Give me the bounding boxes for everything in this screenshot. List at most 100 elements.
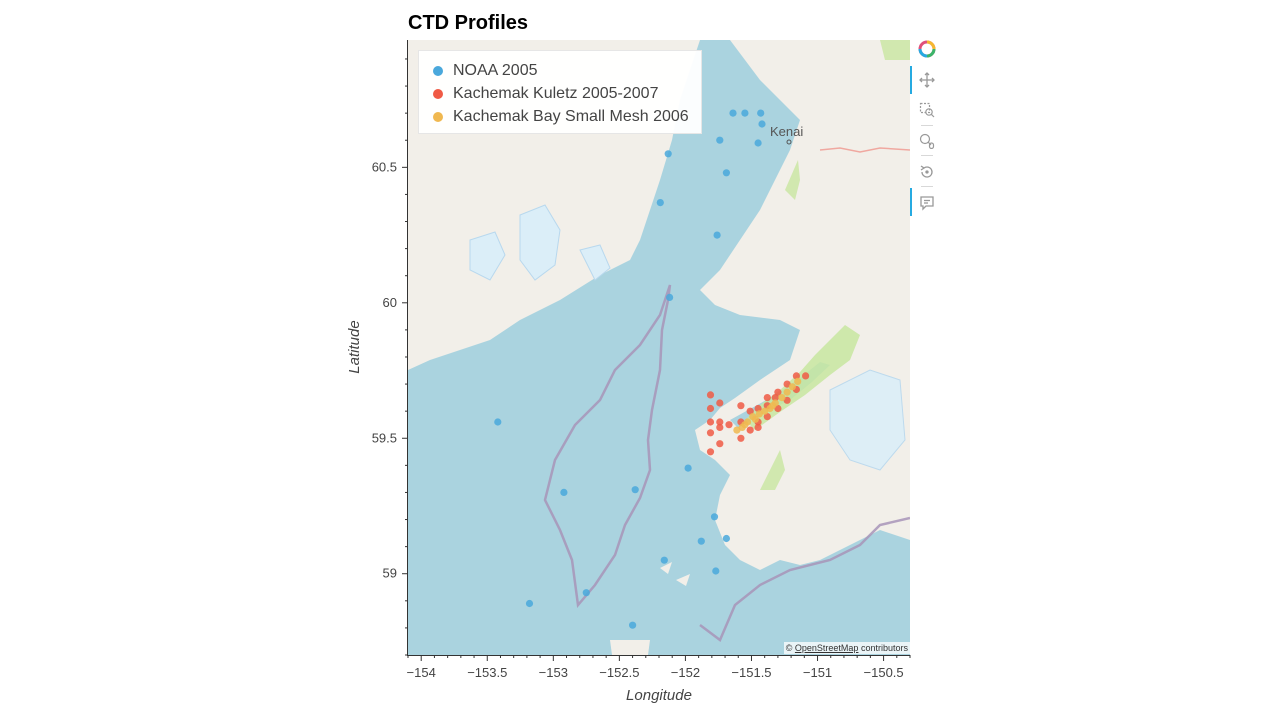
place-label-kenai: Kenai (770, 124, 803, 139)
data-point[interactable] (664, 150, 672, 158)
series-0[interactable] (494, 109, 766, 629)
data-point[interactable] (716, 423, 724, 431)
x-tick-label: −154 (407, 665, 436, 680)
data-point[interactable] (755, 410, 764, 418)
data-point[interactable] (751, 415, 760, 423)
data-point[interactable] (660, 556, 668, 564)
data-point[interactable] (629, 621, 637, 629)
data-point[interactable] (783, 380, 791, 388)
data-point[interactable] (737, 434, 745, 442)
island-1 (660, 562, 672, 574)
data-point[interactable] (716, 399, 724, 407)
data-point[interactable] (802, 372, 810, 380)
data-point[interactable] (792, 372, 801, 380)
x-tick-label: −153 (539, 665, 568, 680)
data-point[interactable] (725, 421, 733, 429)
data-point[interactable] (763, 394, 771, 402)
legend-dot-icon (433, 65, 443, 76)
data-point[interactable] (560, 488, 568, 496)
toolbar (910, 36, 942, 226)
legend-dot-icon (433, 111, 443, 122)
road (819, 147, 910, 153)
data-point[interactable] (758, 120, 766, 128)
glacier-kenai (829, 369, 906, 471)
data-point[interactable] (697, 537, 705, 545)
data-point[interactable] (771, 394, 779, 402)
data-point[interactable] (746, 426, 754, 434)
data-point[interactable] (631, 486, 639, 494)
osm-link[interactable]: OpenStreetMap (794, 643, 859, 653)
data-point[interactable] (778, 394, 786, 402)
data-point[interactable] (733, 426, 741, 434)
park-area-ne (880, 40, 910, 60)
data-point[interactable] (774, 404, 782, 413)
data-point[interactable] (722, 534, 731, 543)
toolbar-separator (921, 125, 933, 126)
x-tick-label: −150.5 (864, 665, 904, 680)
data-point[interactable] (769, 402, 777, 410)
data-point[interactable] (763, 413, 771, 421)
data-point[interactable] (716, 136, 724, 144)
x-tick-label: −151.5 (731, 665, 771, 680)
wheel-zoom-tool-icon[interactable] (916, 130, 938, 152)
legend-item-noaa[interactable]: NOAA 2005 (433, 59, 701, 82)
data-point[interactable] (794, 377, 802, 385)
island-3 (610, 640, 650, 655)
x-axis-label: Longitude (626, 687, 692, 704)
legend-item-kuletz[interactable]: Kachemak Kuletz 2005-2007 (433, 82, 701, 105)
y-ticks: 59 59.5 60 60.5 (372, 58, 408, 656)
data-point[interactable] (761, 407, 769, 415)
series-1[interactable] (706, 372, 810, 456)
data-point[interactable] (722, 169, 731, 177)
active-indicator (910, 188, 912, 216)
data-point[interactable] (706, 418, 715, 426)
data-point[interactable] (754, 139, 762, 147)
bokeh-logo-icon[interactable] (916, 38, 938, 60)
pan-tool-icon[interactable] (916, 69, 938, 91)
legend[interactable]: NOAA 2005 Kachemak Kuletz 2005-2007 Kach… (418, 50, 702, 134)
data-point[interactable] (706, 404, 715, 413)
place-marker-kenai (786, 139, 792, 145)
legend-label: Kachemak Bay Small Mesh 2006 (453, 107, 689, 125)
data-point[interactable] (716, 440, 724, 448)
data-point[interactable] (741, 109, 749, 117)
data-point[interactable] (706, 391, 715, 399)
data-point[interactable] (729, 109, 737, 117)
data-point[interactable] (494, 418, 502, 426)
data-point[interactable] (737, 402, 745, 410)
legend-item-small-mesh[interactable]: Kachemak Bay Small Mesh 2006 (433, 105, 701, 128)
glacier-west-1 (519, 204, 561, 281)
data-point[interactable] (706, 429, 715, 437)
data-point[interactable] (582, 589, 590, 597)
data-point[interactable] (783, 388, 791, 396)
y-tick-label: 59 (383, 566, 397, 581)
data-point[interactable] (684, 464, 692, 472)
data-point[interactable] (656, 199, 664, 207)
hover-tool-icon[interactable] (916, 192, 938, 214)
data-point[interactable] (741, 421, 749, 429)
data-point[interactable] (774, 388, 782, 396)
data-point[interactable] (706, 448, 715, 456)
data-point[interactable] (666, 293, 674, 301)
data-point[interactable] (712, 567, 720, 575)
x-ticks: −154 −153.5 −153 −152.5 −152 −151.5 −151 −150.5 (407, 655, 911, 680)
park-area-north (785, 160, 800, 200)
data-point[interactable] (757, 109, 765, 117)
reset-tool-icon[interactable] (916, 161, 938, 183)
x-tick-label: −152.5 (599, 665, 639, 680)
data-point[interactable] (716, 418, 724, 426)
data-point[interactable] (713, 231, 721, 239)
data-point[interactable] (525, 599, 534, 608)
series-2[interactable] (733, 377, 802, 434)
data-point[interactable] (788, 383, 797, 391)
data-point[interactable] (710, 513, 719, 521)
attribution-prefix: © (785, 643, 793, 653)
x-tick-label: −152 (671, 665, 700, 680)
boundary-line-outer (699, 516, 910, 642)
box-zoom-tool-icon[interactable] (916, 99, 938, 121)
data-point[interactable] (754, 423, 762, 431)
data-point[interactable] (754, 404, 762, 413)
data-points[interactable] (494, 109, 810, 629)
data-point[interactable] (746, 407, 754, 415)
glacier-west-2 (469, 231, 506, 281)
